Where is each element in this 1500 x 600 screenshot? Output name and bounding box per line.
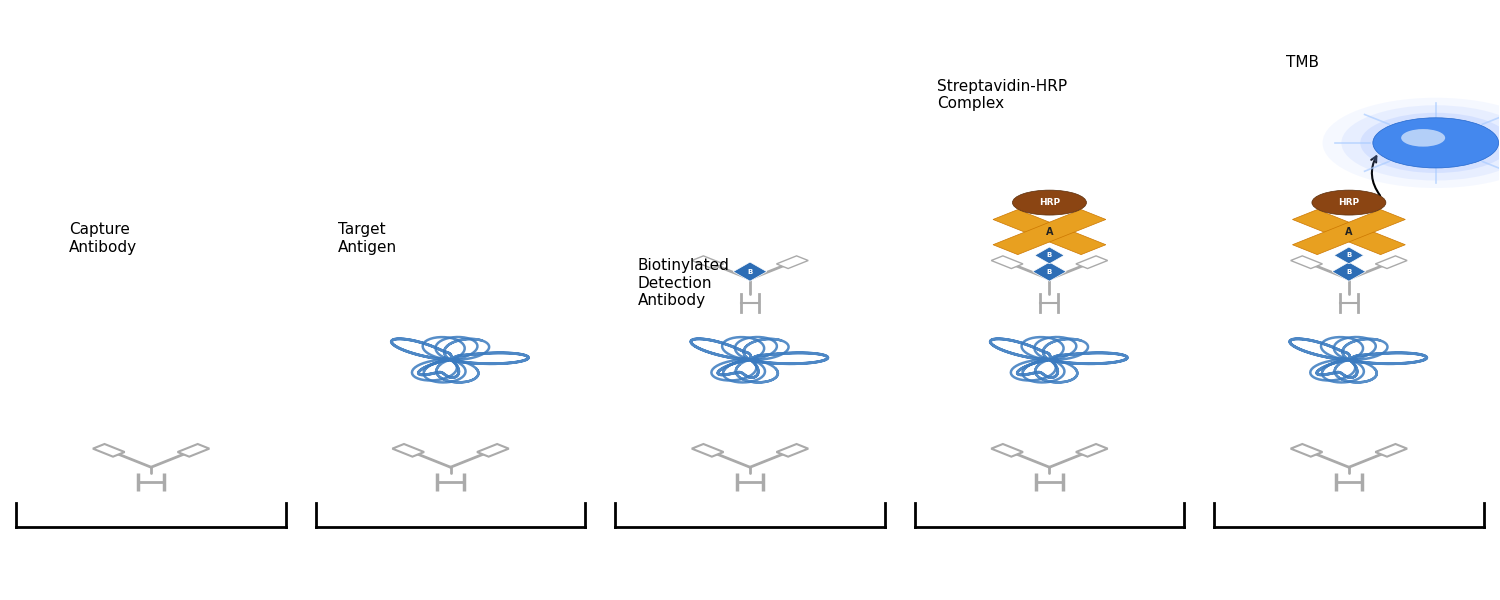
Circle shape xyxy=(1341,105,1500,181)
Text: HRP: HRP xyxy=(1040,198,1060,207)
Polygon shape xyxy=(1293,209,1406,254)
Polygon shape xyxy=(1076,256,1107,269)
Polygon shape xyxy=(1376,256,1407,269)
Polygon shape xyxy=(1293,209,1406,254)
Circle shape xyxy=(1323,98,1500,188)
Text: B: B xyxy=(1047,253,1052,259)
Text: Capture
Antibody: Capture Antibody xyxy=(69,223,136,255)
Polygon shape xyxy=(692,444,723,457)
Circle shape xyxy=(1401,129,1444,146)
Text: TMB: TMB xyxy=(1286,55,1318,70)
Polygon shape xyxy=(692,256,723,269)
Text: HRP: HRP xyxy=(1338,198,1359,207)
Polygon shape xyxy=(993,209,1106,254)
Polygon shape xyxy=(1376,444,1407,457)
Text: B: B xyxy=(747,269,753,275)
Polygon shape xyxy=(1076,444,1107,457)
Polygon shape xyxy=(992,256,1023,269)
Polygon shape xyxy=(777,256,808,269)
Ellipse shape xyxy=(1312,190,1386,215)
Polygon shape xyxy=(477,444,508,457)
Text: B: B xyxy=(1347,253,1352,259)
Text: Target
Antigen: Target Antigen xyxy=(339,223,398,255)
Text: A: A xyxy=(1346,227,1353,237)
Polygon shape xyxy=(1290,444,1323,457)
Polygon shape xyxy=(1032,262,1066,281)
Text: Streptavidin-HRP
Complex: Streptavidin-HRP Complex xyxy=(938,79,1068,112)
Polygon shape xyxy=(777,444,808,457)
Polygon shape xyxy=(1332,262,1365,281)
Polygon shape xyxy=(1035,247,1064,264)
Polygon shape xyxy=(993,209,1106,254)
Text: B: B xyxy=(1047,269,1052,275)
Polygon shape xyxy=(992,444,1023,457)
Circle shape xyxy=(1372,118,1498,168)
Text: Biotinylated
Detection
Antibody: Biotinylated Detection Antibody xyxy=(638,258,729,308)
Polygon shape xyxy=(734,262,766,281)
Polygon shape xyxy=(1290,256,1323,269)
Polygon shape xyxy=(177,444,210,457)
Ellipse shape xyxy=(1013,190,1086,215)
Polygon shape xyxy=(1334,247,1364,264)
Text: A: A xyxy=(1046,227,1053,237)
Polygon shape xyxy=(393,444,424,457)
Polygon shape xyxy=(93,444,124,457)
Circle shape xyxy=(1360,113,1500,173)
Text: B: B xyxy=(1347,269,1352,275)
